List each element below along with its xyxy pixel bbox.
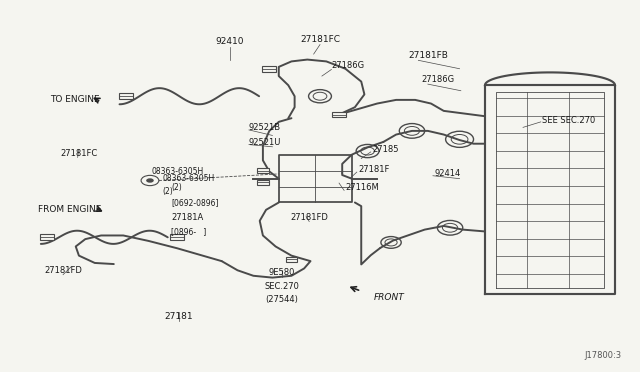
Text: 27116M: 27116M [346,183,379,192]
Text: 08363-6305H: 08363-6305H [152,167,204,176]
Text: 9E580: 9E580 [269,267,295,277]
Text: 92410: 92410 [216,37,244,46]
Text: 27181: 27181 [165,312,193,321]
Bar [262,66,276,72]
Circle shape [146,178,154,183]
Text: [0692-0896]: [0692-0896] [171,198,218,207]
Text: 92521B: 92521B [249,123,281,132]
Text: 92414: 92414 [434,169,460,178]
Text: 27181F: 27181F [358,165,390,174]
Text: 08363-6305H: 08363-6305H [163,174,215,183]
Text: SEE SEC.270: SEE SEC.270 [542,116,595,125]
Text: 27181FC: 27181FC [60,148,97,157]
Text: 27186G: 27186G [422,75,454,84]
Bar [170,234,184,240]
Text: (2): (2) [171,183,182,192]
Bar [332,112,346,118]
Text: TO ENGINE: TO ENGINE [51,95,100,105]
Text: 27181A: 27181A [171,213,203,222]
Text: (27544): (27544) [266,295,298,304]
Bar [285,257,297,262]
Text: [0896-   ]: [0896- ] [171,227,206,236]
Text: 27181FD: 27181FD [291,213,328,222]
Bar [119,93,133,99]
Text: 27185: 27185 [372,145,399,154]
Text: 92521U: 92521U [249,138,282,147]
Text: J17800:3: J17800:3 [584,351,621,360]
Text: 27181FD: 27181FD [44,266,82,275]
Text: FROM ENGINE: FROM ENGINE [38,205,101,214]
Text: 27186G: 27186G [332,61,365,70]
Bar [257,180,269,185]
Bar [257,168,269,173]
Text: 27181FB: 27181FB [409,51,449,60]
Text: (2): (2) [163,187,173,196]
Text: SEC.270: SEC.270 [264,282,300,291]
Text: 27181FC: 27181FC [300,35,340,44]
Bar [40,234,54,240]
Text: FRONT: FRONT [374,293,404,302]
